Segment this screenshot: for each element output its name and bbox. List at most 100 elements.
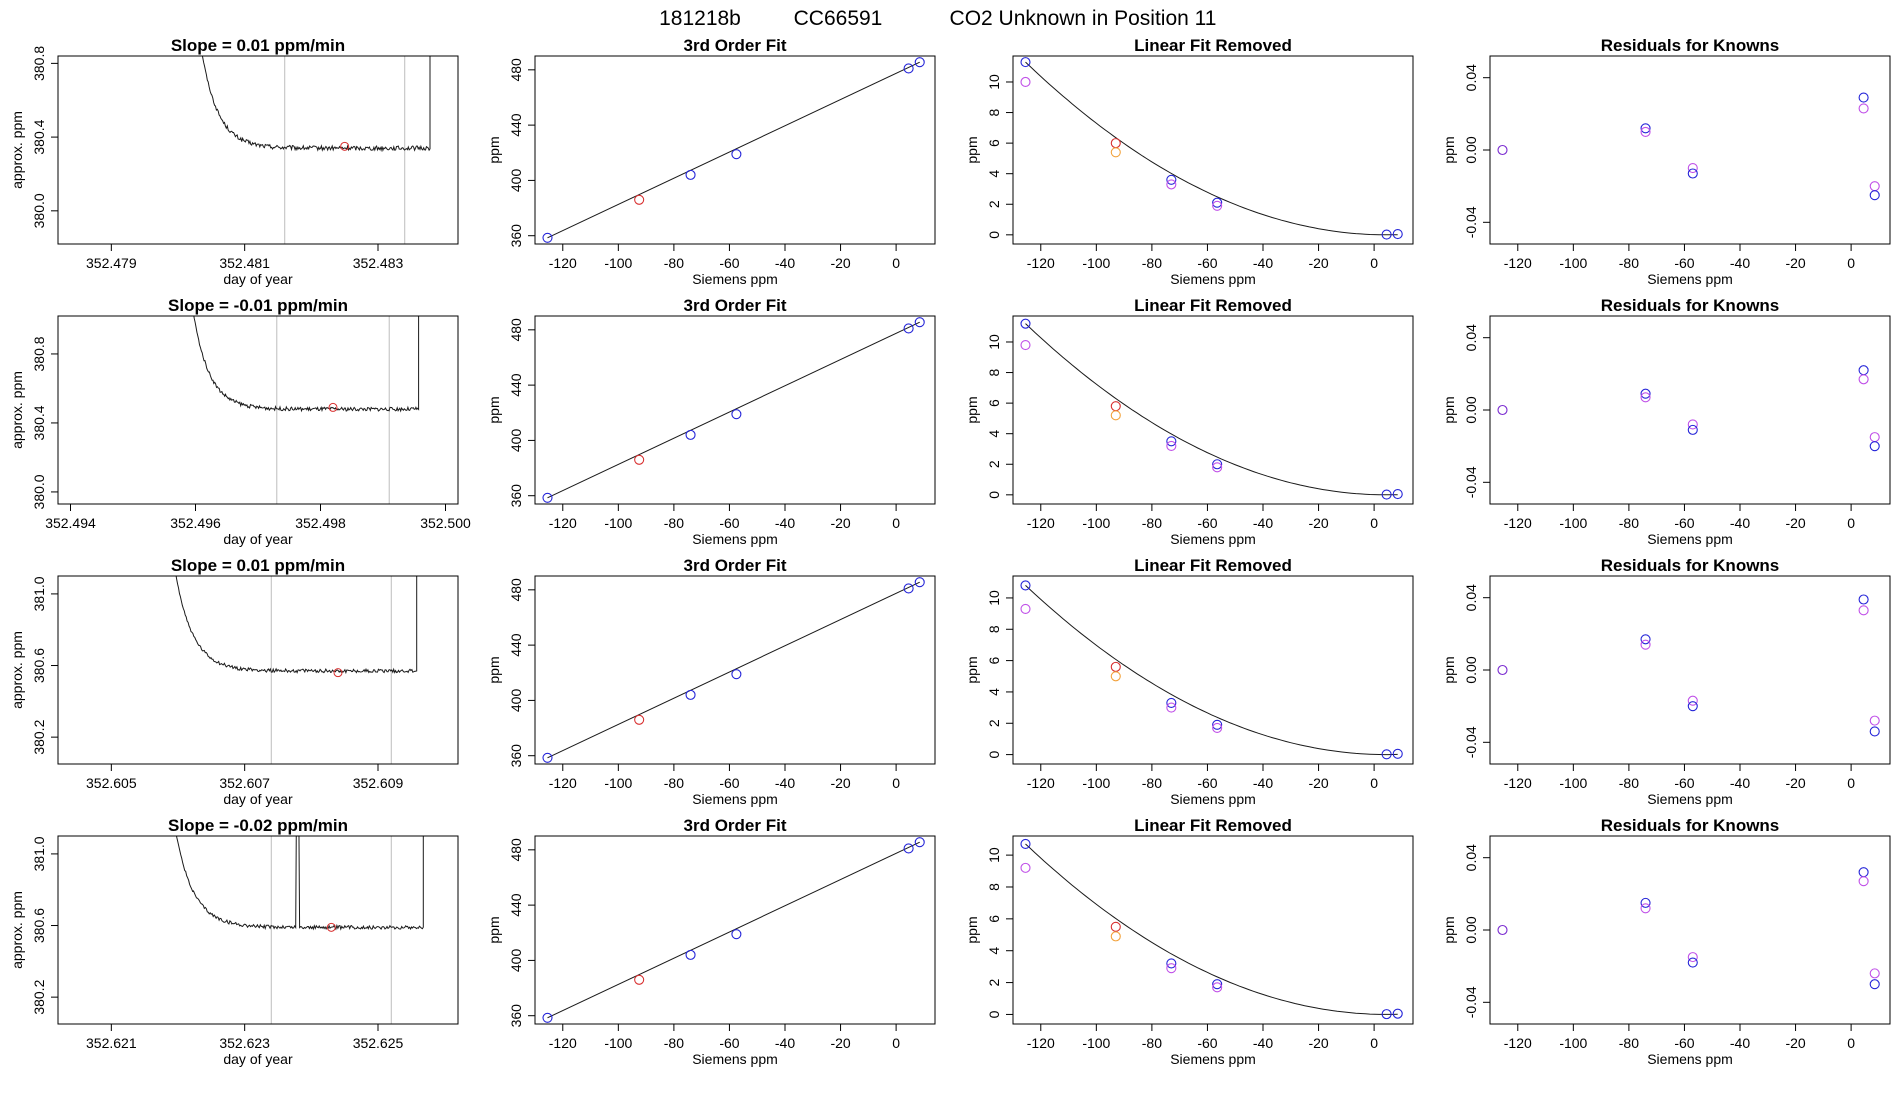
y-axis-label: ppm [486,656,502,683]
x-tick-label: -120 [1027,515,1055,531]
data-point [1869,441,1880,452]
x-tick-label: -120 [1027,1035,1055,1051]
x-tick-label: -20 [1785,255,1805,271]
data-point [1381,749,1392,760]
plot-frame [1489,55,1891,245]
x-tick-label: -60 [1197,775,1217,791]
x-tick-label: -80 [1142,255,1162,271]
y-tick-label: 380.6 [31,908,47,943]
plot-frame [57,55,459,245]
data-point [1497,404,1508,416]
x-tick-label: 0 [1370,1035,1378,1051]
plot-frame [1012,835,1414,1025]
y-axis-label: ppm [486,396,502,423]
plot-area [1497,92,1880,201]
data-point [1212,200,1223,211]
data-point [731,929,742,940]
data-point [1640,634,1651,645]
y-axis-label: approx. ppm [9,111,25,189]
plot-area [1497,867,1880,990]
y-tick-label: 2 [986,978,1002,986]
data-trace [175,576,418,675]
fit-curve [1025,585,1398,756]
x-tick-label: 0 [1847,255,1855,271]
y-axis-label: ppm [964,136,980,163]
x-tick-label: 352.623 [219,1035,270,1051]
x-tick-label: -120 [1504,1035,1532,1051]
x-tick-label: -120 [1027,775,1055,791]
y-axis-label: approx. ppm [9,891,25,969]
plot-frame [1489,835,1891,1025]
y-axis-label: ppm [964,916,980,943]
data-point [1687,957,1698,968]
y-axis-label: ppm [964,656,980,683]
x-tick-label: -40 [1730,515,1750,531]
data-trace [201,56,431,152]
y-axis-label: ppm [964,396,980,423]
x-tick-label: -60 [1674,255,1694,271]
panel-title: Linear Fit Removed [1134,816,1292,835]
x-tick-label: 0 [892,515,900,531]
x-tick-label: -100 [604,1035,632,1051]
y-tick-label: 8 [986,108,1002,116]
x-tick-label: 352.481 [219,255,270,271]
data-point [634,714,645,725]
plot-frame [57,575,459,765]
x-tick-label: -20 [830,515,850,531]
x-tick-label: -20 [830,1035,850,1051]
plot-frame [1012,315,1414,505]
data-point [1640,903,1651,914]
x-tick-label: -80 [1142,1035,1162,1051]
panel-title: Residuals for Knowns [1601,816,1780,835]
x-tick-label: -120 [1504,255,1532,271]
x-tick-label: -40 [1253,775,1273,791]
data-point [1212,459,1223,470]
y-tick-label: 4 [986,170,1002,178]
y-tick-label: 0 [986,231,1002,239]
y-tick-label: 6 [986,656,1002,664]
plot-area [1020,838,1403,1020]
x-tick-label: -100 [1559,775,1587,791]
panel-title: Slope = -0.02 ppm/min [168,816,348,835]
x-tick-label: -20 [1785,775,1805,791]
x-tick-label: 0 [892,1035,900,1051]
data-point [914,837,925,848]
panel-2-3: Linear Fit Removed -120 -100 -80 -60 -40 -20 0 0… [964,296,1414,547]
plot-area [1497,365,1880,452]
y-tick-label: 2 [986,200,1002,208]
y-tick-label: 360 [508,744,524,768]
data-point [1166,963,1177,974]
data-point [1497,924,1508,936]
y-axis-label: approx. ppm [9,371,25,449]
x-tick-label: -80 [1619,775,1639,791]
data-point [1687,701,1698,712]
panel-title: Residuals for Knowns [1601,556,1780,575]
x-tick-label: 0 [892,255,900,271]
data-point [1640,897,1651,908]
data-point [1687,168,1698,179]
y-tick-label: 0.00 [1463,916,1479,943]
x-axis-label: Siemens ppm [692,531,778,547]
data-point [1381,489,1392,500]
data-point [1110,661,1121,672]
plot-area [176,836,424,1024]
x-tick-label: -20 [1308,1035,1328,1051]
data-point [542,752,553,763]
x-tick-label: 352.625 [353,1035,404,1051]
x-tick-label: 0 [1370,515,1378,531]
data-point [1166,436,1177,447]
panel-1-2: 3rd Order Fit -120 -100 -80 -60 -40 -20 0 360 400… [486,36,936,287]
x-tick-label: -40 [1730,775,1750,791]
plot-area [542,57,925,243]
panel-3-2: 3rd Order Fit -120 -100 -80 -60 -40 -20 0 360 400… [486,556,936,807]
data-point [1212,462,1223,473]
x-tick-label: -60 [1197,1035,1217,1051]
data-point [1869,979,1880,990]
panel-2-1: Slope = -0.01 ppm/min 352.494 352.496 352.4… [9,296,471,547]
mean-marker [328,402,338,412]
y-tick-label: 6 [986,139,1002,147]
panel-1-4: Residuals for Knowns -120 -100 -80 -60 -40 -20… [1441,36,1891,287]
data-point [1020,862,1031,873]
data-point [914,317,925,328]
x-axis-label: Siemens ppm [1647,271,1733,287]
